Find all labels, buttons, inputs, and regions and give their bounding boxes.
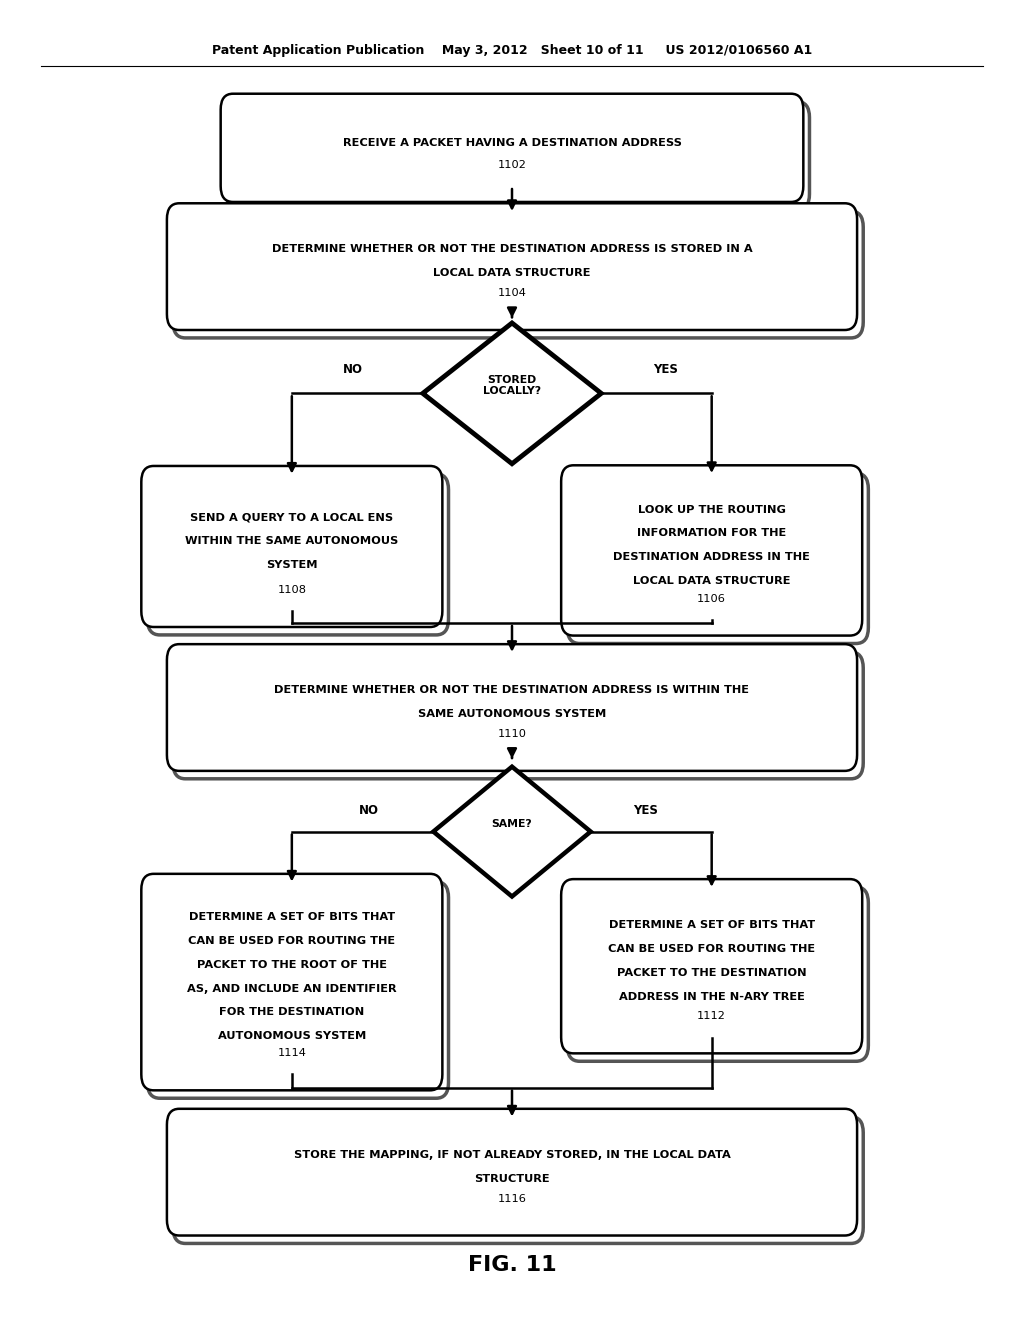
FancyBboxPatch shape [147,474,449,635]
Text: INFORMATION FOR THE: INFORMATION FOR THE [637,528,786,539]
Text: FIG. 11: FIG. 11 [468,1254,556,1275]
Text: 1106: 1106 [697,594,726,603]
Text: YES: YES [633,804,657,817]
Text: 1108: 1108 [278,585,306,595]
FancyBboxPatch shape [561,466,862,636]
Text: AUTONOMOUS SYSTEM: AUTONOMOUS SYSTEM [218,1031,366,1041]
Text: DETERMINE A SET OF BITS THAT: DETERMINE A SET OF BITS THAT [608,920,815,931]
Text: DETERMINE WHETHER OR NOT THE DESTINATION ADDRESS IS WITHIN THE: DETERMINE WHETHER OR NOT THE DESTINATION… [274,685,750,696]
FancyBboxPatch shape [147,882,449,1098]
Text: LOOK UP THE ROUTING: LOOK UP THE ROUTING [638,504,785,515]
FancyBboxPatch shape [167,1109,857,1236]
Text: FOR THE DESTINATION: FOR THE DESTINATION [219,1007,365,1018]
Text: STRUCTURE: STRUCTURE [474,1173,550,1184]
FancyBboxPatch shape [173,652,863,779]
Text: YES: YES [653,363,678,376]
Text: Patent Application Publication    May 3, 2012   Sheet 10 of 11     US 2012/01065: Patent Application Publication May 3, 20… [212,44,812,57]
Text: CAN BE USED FOR ROUTING THE: CAN BE USED FOR ROUTING THE [188,936,395,946]
Polygon shape [435,768,589,895]
Text: PACKET TO THE ROOT OF THE: PACKET TO THE ROOT OF THE [197,960,387,970]
FancyBboxPatch shape [567,887,868,1061]
Text: RECEIVE A PACKET HAVING A DESTINATION ADDRESS: RECEIVE A PACKET HAVING A DESTINATION AD… [343,137,681,148]
FancyBboxPatch shape [226,102,809,210]
FancyBboxPatch shape [567,474,868,644]
FancyBboxPatch shape [220,94,803,202]
Text: 1102: 1102 [498,160,526,170]
Text: DESTINATION ADDRESS IN THE: DESTINATION ADDRESS IN THE [613,552,810,562]
Text: WITHIN THE SAME AUTONOMOUS: WITHIN THE SAME AUTONOMOUS [185,536,398,546]
Text: SAME AUTONOMOUS SYSTEM: SAME AUTONOMOUS SYSTEM [418,709,606,719]
Text: 1112: 1112 [697,1011,726,1022]
Text: NO: NO [343,363,364,376]
Text: 1104: 1104 [498,288,526,298]
Text: NO: NO [358,804,379,817]
FancyBboxPatch shape [173,1117,863,1243]
Text: SEND A QUERY TO A LOCAL ENS: SEND A QUERY TO A LOCAL ENS [190,512,393,523]
Text: DETERMINE A SET OF BITS THAT: DETERMINE A SET OF BITS THAT [188,912,395,923]
FancyBboxPatch shape [173,211,863,338]
FancyBboxPatch shape [167,203,857,330]
Text: SAME?: SAME? [492,818,532,829]
Text: 1114: 1114 [278,1048,306,1059]
Text: LOCAL DATA STRUCTURE: LOCAL DATA STRUCTURE [433,268,591,279]
Polygon shape [419,319,605,467]
Text: AS, AND INCLUDE AN IDENTIFIER: AS, AND INCLUDE AN IDENTIFIER [187,983,396,994]
FancyBboxPatch shape [141,466,442,627]
Text: STORE THE MAPPING, IF NOT ALREADY STORED, IN THE LOCAL DATA: STORE THE MAPPING, IF NOT ALREADY STORED… [294,1150,730,1160]
Polygon shape [425,325,599,462]
Polygon shape [430,764,594,899]
Text: 1110: 1110 [498,729,526,739]
Text: ADDRESS IN THE N-ARY TREE: ADDRESS IN THE N-ARY TREE [618,991,805,1002]
FancyBboxPatch shape [141,874,442,1090]
Text: DETERMINE WHETHER OR NOT THE DESTINATION ADDRESS IS STORED IN A: DETERMINE WHETHER OR NOT THE DESTINATION… [271,244,753,255]
Text: LOCAL DATA STRUCTURE: LOCAL DATA STRUCTURE [633,576,791,586]
FancyBboxPatch shape [167,644,857,771]
Text: CAN BE USED FOR ROUTING THE: CAN BE USED FOR ROUTING THE [608,944,815,954]
Text: 1116: 1116 [498,1193,526,1204]
FancyBboxPatch shape [561,879,862,1053]
Text: PACKET TO THE DESTINATION: PACKET TO THE DESTINATION [616,968,807,978]
Text: STORED
LOCALLY?: STORED LOCALLY? [483,375,541,396]
Text: SYSTEM: SYSTEM [266,560,317,570]
